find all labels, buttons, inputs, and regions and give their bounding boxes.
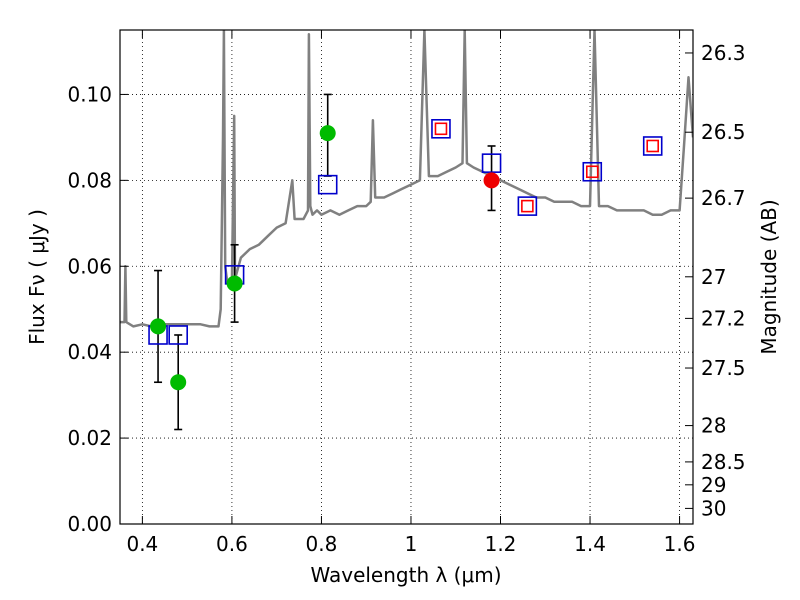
model-square-marker xyxy=(517,196,538,216)
plot-area xyxy=(120,30,693,431)
y2-tick-label: 27.5 xyxy=(701,356,746,380)
y2-tick-label: 27.2 xyxy=(701,306,746,330)
data-point-marker xyxy=(483,172,500,189)
x-axis-title: Wavelength λ (μm) xyxy=(310,563,501,587)
markers xyxy=(148,119,663,391)
model-square-marker xyxy=(168,325,188,345)
model-square-marker xyxy=(642,136,663,156)
y2-tick-label: 30 xyxy=(701,496,726,520)
y-axis-title: Flux Fν ( μJy ) xyxy=(25,209,49,345)
sed-line xyxy=(120,30,693,328)
data-point-marker xyxy=(150,318,167,335)
data-point-marker xyxy=(319,125,336,142)
model-square-marker xyxy=(481,153,502,173)
model-square-marker xyxy=(582,161,603,182)
x-tick-label: 0.4 xyxy=(126,532,158,556)
model-inner-square-marker xyxy=(521,199,534,213)
x-tick-label: 0.8 xyxy=(306,532,338,556)
x-tick-label: 1 xyxy=(405,532,418,556)
model-sed-lines xyxy=(120,30,693,328)
y-tick-label: 0.08 xyxy=(67,168,112,192)
model-inner-square-marker xyxy=(646,139,660,153)
y2-tick-label: 26.5 xyxy=(701,120,746,144)
plot-frame xyxy=(119,29,694,525)
model-square-marker xyxy=(317,174,338,195)
model-inner-square-marker xyxy=(434,122,448,136)
y2-tick-label: 26.7 xyxy=(701,186,746,210)
data-point-marker xyxy=(170,374,187,391)
y-tick-label: 0.10 xyxy=(67,82,112,106)
y-tick-label: 0.04 xyxy=(67,340,112,364)
x-tick-label: 1.6 xyxy=(664,532,696,556)
model-inner-square-marker xyxy=(585,165,599,179)
y2-tick-label: 28 xyxy=(701,414,726,438)
y2-tick-label: 26.3 xyxy=(701,41,746,65)
x-tick-label: 1.2 xyxy=(485,532,517,556)
y-tick-label: 0.02 xyxy=(67,426,112,450)
x-tick-label: 1.4 xyxy=(574,532,606,556)
data-point-marker xyxy=(226,275,243,292)
y-tick-label: 0.06 xyxy=(67,254,112,278)
model-square-marker xyxy=(431,119,451,139)
y2-tick-label: 29 xyxy=(701,473,726,497)
ticks: 0.4 0.6 0.8 1 1.2 1.4 1.6 0.00 0.02 0.04 0.06 0.08 0… xyxy=(67,30,746,556)
x-tick-label: 0.6 xyxy=(216,532,248,556)
y2-tick-label: 28.5 xyxy=(701,450,746,474)
y2-axis-title: Magnitude (AB) xyxy=(757,199,781,354)
y-tick-label: 0.00 xyxy=(67,512,112,536)
y2-tick-label: 27 xyxy=(701,265,726,289)
